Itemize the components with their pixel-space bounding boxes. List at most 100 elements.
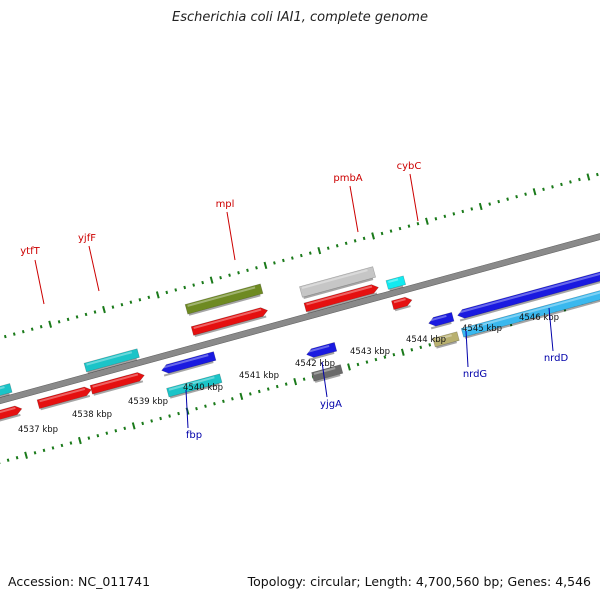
reverse-tick — [400, 348, 405, 356]
reverse-tick — [150, 419, 154, 423]
gene-label-ytfT: ytfT — [20, 246, 45, 305]
reverse-tick — [114, 429, 118, 433]
gene-block-cyan — [0, 383, 13, 402]
reverse-tick — [51, 446, 55, 450]
reverse-tick — [222, 399, 225, 404]
forward-tick — [398, 226, 402, 231]
forward-tick — [515, 194, 518, 199]
kbp-tick-labels: 4537 kbp 4538 kbp 4539 kbp 4540 kbp 4541 kbp… — [18, 313, 559, 435]
gene-label-yjgA: yjgA — [320, 361, 342, 410]
forward-tick — [335, 244, 339, 248]
map-title: Escherichia coli IAI1, complete genome — [172, 10, 428, 25]
forward-tick — [147, 295, 151, 300]
gene-cybC — [391, 296, 413, 312]
gene-name: ytfT — [20, 246, 40, 257]
reverse-tick — [239, 392, 244, 401]
gene-yjfF — [89, 372, 145, 396]
forward-tick — [488, 202, 492, 206]
forward-tick — [66, 317, 70, 322]
tick-label: 4537 kbp — [18, 425, 58, 435]
tick-label: 4544 kbp — [406, 335, 446, 345]
tick-label: 4542 kbp — [295, 359, 335, 369]
genome-backbone — [0, 208, 600, 427]
reverse-tick — [383, 355, 387, 359]
gene-name: yjgA — [320, 399, 342, 410]
forward-tick — [48, 320, 53, 328]
reverse-tick — [213, 402, 216, 406]
gene-name: cybC — [397, 161, 422, 172]
tick-label: 4545 kbp — [462, 324, 502, 334]
gene-block-darkgray — [311, 364, 344, 383]
forward-tick — [30, 327, 34, 331]
forward-tick — [183, 285, 187, 290]
tick-label: 4538 kbp — [72, 410, 112, 420]
forward-tick — [389, 229, 393, 233]
forward-tick — [273, 261, 276, 265]
reverse-tick — [392, 352, 396, 357]
forward-tick — [478, 202, 483, 211]
gene-yjgA — [306, 342, 338, 361]
forward-tick — [497, 199, 501, 204]
gene-name: fbp — [186, 430, 202, 441]
gene-mpl — [190, 307, 269, 338]
reverse-tick — [204, 404, 207, 408]
reverse-tick — [0, 460, 1, 465]
gene-name: nrdG — [463, 369, 487, 380]
gene-labels: ytfT yjfF mpl pmbA cybC fbp yjgA nrdG nrdD — [20, 161, 568, 441]
forward-tick — [263, 261, 268, 270]
reverse-tick — [231, 397, 234, 401]
forward-tick — [237, 271, 240, 275]
tick-label: 4540 kbp — [183, 383, 223, 393]
reverse-tick — [69, 441, 73, 445]
reverse-tick — [374, 357, 378, 362]
reverse-tick — [284, 382, 288, 386]
forward-tick — [416, 221, 420, 226]
gene-label-yjfF: yjfF — [78, 233, 100, 292]
reverse-tick — [428, 343, 432, 347]
forward-tick — [371, 232, 375, 240]
reverse-tick — [105, 431, 109, 435]
gene-nrdG — [428, 312, 455, 330]
forward-tick — [228, 273, 231, 277]
reverse-tick — [365, 360, 369, 364]
forward-tick — [595, 172, 599, 177]
forward-tick — [129, 300, 133, 304]
gene-block-olive — [184, 283, 264, 316]
reverse-tick — [293, 378, 298, 386]
forward-tick-track — [3, 172, 599, 339]
forward-tick — [192, 283, 196, 287]
reverse-tick — [195, 406, 198, 411]
reverse-tick — [419, 345, 423, 350]
genome-stats: Topology: circular; Length: 4,700,560 bp… — [247, 574, 591, 589]
gene-block-gray — [299, 266, 377, 299]
gene-label-pmbA: pmbA — [333, 173, 363, 233]
reverse-tick — [24, 451, 28, 459]
gene-name: yjfF — [78, 233, 96, 244]
forward-tick — [586, 173, 591, 181]
forward-tick — [569, 180, 572, 184]
forward-tick — [551, 185, 554, 189]
gene-block-cyan — [83, 348, 140, 374]
forward-tick — [174, 288, 178, 292]
reverse-tick — [6, 458, 10, 462]
gene-label-fbp: fbp — [185, 389, 202, 441]
forward-tick — [362, 236, 366, 241]
forward-tick — [3, 334, 7, 339]
reverse-tick — [257, 389, 261, 394]
forward-tick — [434, 217, 438, 221]
forward-tick — [93, 310, 97, 314]
gene-label-cybC: cybC — [397, 161, 422, 222]
forward-tick — [255, 266, 258, 270]
reverse-tick — [356, 362, 360, 367]
forward-tick — [75, 315, 79, 319]
reverse-tick — [159, 416, 162, 421]
forward-tick — [443, 214, 447, 219]
reverse-tick — [275, 384, 279, 389]
gene-pmbA — [303, 284, 379, 314]
gene-label-mpl: mpl — [216, 199, 236, 261]
forward-tick — [578, 177, 581, 182]
gene-name: nrdD — [544, 353, 569, 364]
forward-tick — [84, 312, 88, 317]
gene-yjfF-upstream — [36, 386, 92, 411]
